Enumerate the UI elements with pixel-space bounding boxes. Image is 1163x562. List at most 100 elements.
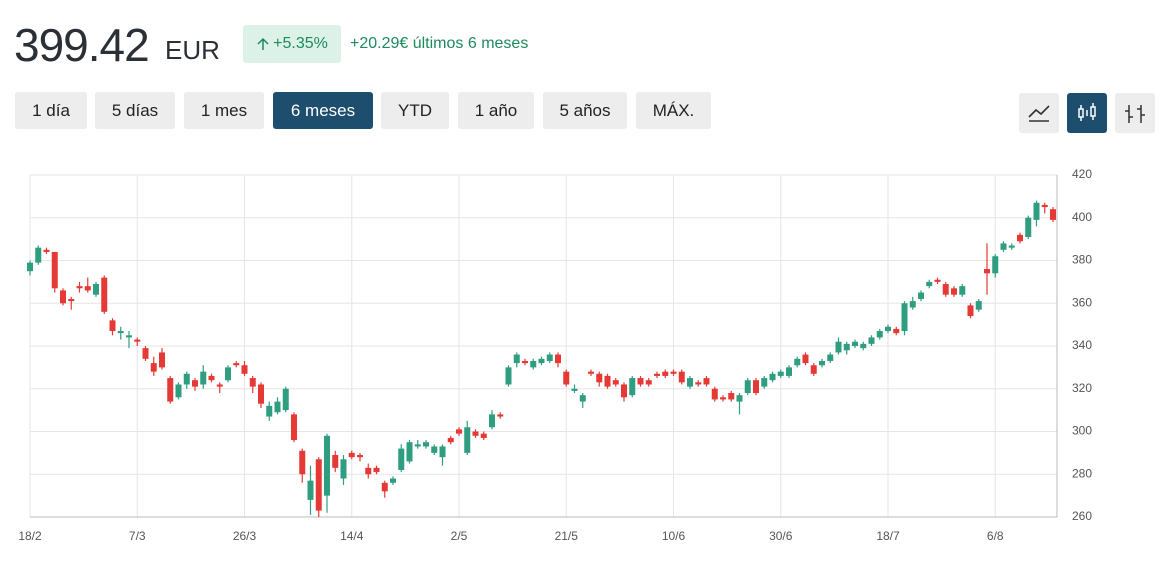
candle-body: [918, 292, 924, 299]
candle-body: [678, 371, 685, 383]
price: 399.42: [14, 19, 150, 71]
candle-body: [497, 414, 504, 417]
candle-body: [744, 380, 751, 394]
candle-body: [109, 320, 116, 332]
candle-body: [348, 452, 355, 458]
candle-body: [711, 388, 718, 400]
candle-body: [761, 378, 768, 387]
line-chart-button[interactable]: [1019, 93, 1059, 133]
y-tick-label: 400: [1072, 210, 1092, 224]
x-tick-label: 10/6: [662, 529, 686, 543]
candle-body: [695, 382, 702, 385]
candle-body: [885, 326, 891, 332]
range-button[interactable]: 5 días: [95, 92, 175, 129]
candle-body: [431, 446, 438, 453]
candle-body: [406, 442, 413, 462]
candle-body: [621, 384, 627, 398]
candle-body: [876, 331, 883, 338]
candle-body: [728, 393, 735, 400]
candle-body: [27, 262, 33, 272]
candle-body: [588, 371, 594, 374]
candle-body: [579, 395, 586, 402]
x-tick-label: 21/5: [555, 529, 579, 543]
x-tick-label: 30/6: [769, 529, 793, 543]
candle-body: [670, 371, 677, 374]
candle-body: [150, 363, 157, 372]
candle-body: [753, 380, 759, 394]
candle-body: [893, 328, 900, 334]
candle-body: [835, 341, 842, 353]
y-tick-label: 420: [1072, 167, 1092, 181]
candle-body: [687, 378, 693, 387]
y-tick-label: 360: [1072, 295, 1092, 309]
candle-chart-button[interactable]: [1067, 93, 1107, 133]
candle-body: [530, 360, 537, 368]
up-arrow: [257, 37, 269, 50]
x-tick-label: 14/4: [340, 529, 364, 543]
candle-body: [563, 371, 570, 385]
candle-body: [777, 371, 784, 376]
candle-body: [1008, 245, 1015, 248]
candle-body: [93, 284, 99, 295]
candle-body: [249, 378, 256, 387]
x-tick-label: 26/3: [233, 529, 257, 543]
candle-body: [942, 284, 949, 295]
candle-body: [423, 442, 429, 447]
candle-body: [299, 450, 306, 475]
candle-body: [596, 373, 603, 383]
candle-body: [1017, 234, 1023, 242]
candle-body: [357, 455, 363, 458]
candle-body: [398, 448, 405, 470]
candle-body: [984, 269, 990, 274]
range-button[interactable]: 6 meses: [273, 92, 373, 129]
change-badge: +5.35%: [243, 25, 341, 63]
candle-body: [720, 397, 726, 400]
candle-body: [546, 354, 553, 361]
range-button[interactable]: 5 años: [543, 92, 627, 129]
x-tick-label: 18/2: [18, 529, 42, 543]
x-tick-label: 6/8: [987, 529, 1004, 543]
candle-body: [959, 286, 966, 295]
candle-body: [555, 354, 561, 364]
candle-body: [208, 375, 215, 381]
range-button[interactable]: MÁX.: [636, 92, 711, 129]
candle-body: [868, 337, 875, 344]
candle-body: [390, 478, 396, 483]
candle-body: [645, 380, 652, 385]
candle-body: [934, 279, 941, 282]
candle-body: [142, 348, 149, 359]
range-button[interactable]: 1 mes: [184, 92, 264, 129]
candle-body: [1033, 202, 1040, 220]
candle-body: [307, 480, 314, 500]
candle-body: [51, 251, 58, 289]
y-tick-label: 300: [1072, 424, 1092, 438]
candle-body: [769, 373, 776, 381]
candle-body: [282, 388, 289, 411]
range-button[interactable]: YTD: [381, 92, 449, 129]
candle-body: [522, 360, 528, 364]
candle-body: [571, 388, 578, 391]
candle-body: [233, 363, 240, 366]
range-button[interactable]: 1 año: [458, 92, 534, 129]
candle-body: [860, 343, 867, 349]
candle-body: [159, 352, 165, 368]
candle-body: [183, 373, 190, 385]
y-tick-label: 280: [1072, 466, 1092, 480]
candle-body: [489, 414, 495, 428]
candle-body: [365, 467, 372, 475]
candle-body: [975, 301, 982, 310]
candle-body: [381, 482, 388, 492]
candle-body: [703, 378, 710, 385]
candle-body: [35, 247, 42, 263]
currency: EUR: [165, 35, 220, 65]
candle-body: [951, 288, 957, 295]
candle-body: [637, 378, 644, 385]
candle-body: [241, 365, 248, 374]
ohlc-chart-button[interactable]: [1115, 93, 1155, 133]
candle-body: [810, 365, 817, 374]
range-button[interactable]: 1 día: [15, 92, 87, 129]
candle-body: [612, 380, 619, 385]
candle-body: [340, 459, 347, 479]
